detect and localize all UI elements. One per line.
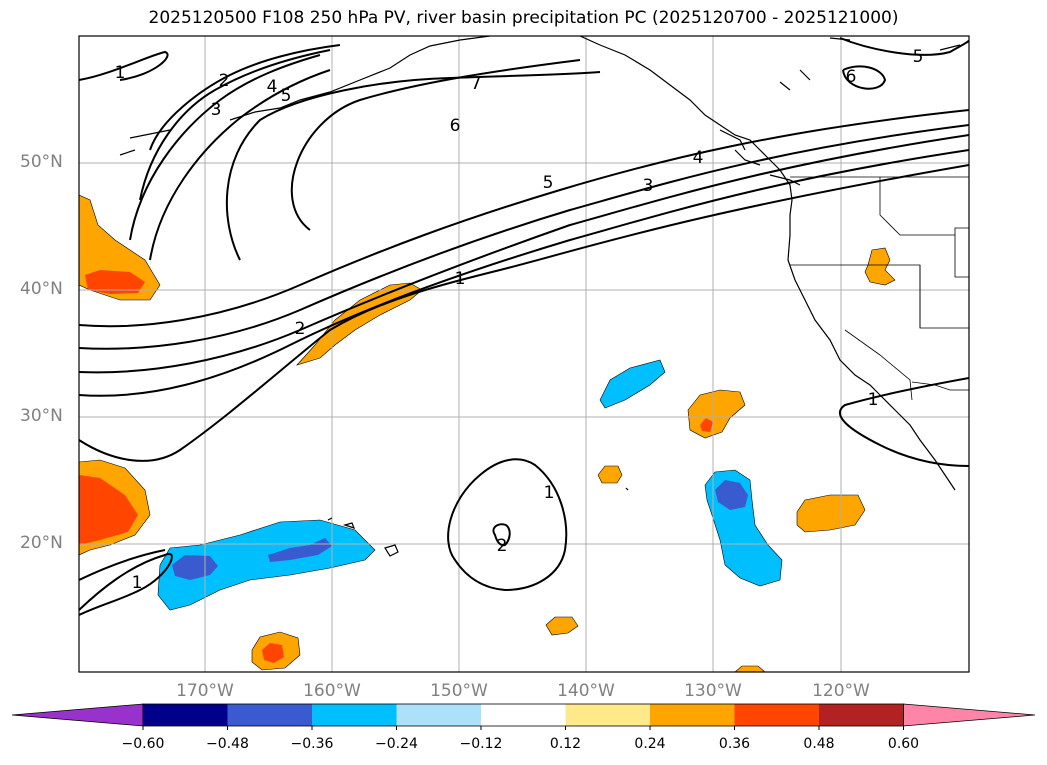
dark-blue-patch <box>715 480 748 510</box>
colorbar-segment <box>227 704 312 726</box>
colorbar-tick-label: 0.48 <box>803 736 835 752</box>
precip-shading <box>79 194 896 672</box>
lat-label: 40°N <box>20 279 63 299</box>
orange-patch <box>864 247 896 286</box>
lon-label: 150°W <box>430 681 488 701</box>
contour-label: 7 <box>471 74 482 94</box>
colorbar-tick-label: 0.12 <box>549 736 582 752</box>
coastlines <box>119 36 961 557</box>
contour-label: 5 <box>913 47 924 67</box>
lon-label: 120°W <box>812 681 870 701</box>
contour-label: 1 <box>868 390 879 410</box>
colorbar-tick-label: −0.48 <box>206 736 249 752</box>
colorbar-segment <box>734 704 819 726</box>
colorbar-segment <box>819 704 904 726</box>
orange-patch <box>734 665 766 672</box>
colorbar-segment <box>312 704 397 726</box>
contour-label: 1 <box>115 63 126 83</box>
contour-label: 2 <box>219 71 230 91</box>
map-title: 2025120500 F108 250 hPa PV, river basin … <box>148 8 899 28</box>
colorbar-tick-label: 0.24 <box>634 736 666 752</box>
red-patch <box>85 270 145 294</box>
contour-label: 6 <box>450 116 461 136</box>
colorbar-tick-label: −0.12 <box>459 736 503 752</box>
colorbar-tick-label: 0.36 <box>718 736 751 752</box>
colorbar-segment <box>481 704 566 726</box>
colorbar-outline <box>142 703 904 727</box>
contour-label: 5 <box>543 173 554 193</box>
red-patch <box>262 643 284 663</box>
contour-label: 5 <box>281 86 292 106</box>
contour-label: 1 <box>455 269 466 289</box>
orange-patch <box>597 465 623 484</box>
lat-label: 20°N <box>20 533 63 553</box>
contour-label: 3 <box>211 100 222 120</box>
contour-label: 2 <box>497 536 508 556</box>
colorbar <box>11 703 1036 730</box>
contour-label: 4 <box>693 148 704 168</box>
lat-label: 30°N <box>20 406 63 426</box>
contour-labels: 1 2 3 4 5 6 7 1 2 3 4 5 1 2 1 1 6 5 <box>115 47 924 593</box>
lon-label: 170°W <box>176 681 234 701</box>
dark-blue-patch <box>172 555 218 580</box>
colorbar-segment <box>143 704 228 726</box>
map-plot: 1 2 3 4 5 6 7 1 2 3 4 5 1 2 1 1 6 5 <box>78 35 970 673</box>
colorbar-extend-max <box>903 703 1036 727</box>
contour-label: 3 <box>643 176 654 196</box>
contour-label: 1 <box>544 483 555 503</box>
colorbar-tick-label: −0.36 <box>290 736 334 752</box>
contour-label: 6 <box>846 67 857 87</box>
lon-label: 140°W <box>557 681 615 701</box>
map-frame <box>78 35 970 673</box>
orange-patch <box>545 616 579 636</box>
lon-label: 160°W <box>303 681 361 701</box>
pv-contours <box>79 37 969 616</box>
contour-label: 4 <box>267 77 278 97</box>
colorbar-tick-label: −0.24 <box>375 736 418 752</box>
red-patch <box>79 475 138 545</box>
blue-patch <box>599 359 666 409</box>
colorbar-segment <box>565 704 650 726</box>
contour-label: 1 <box>132 573 143 593</box>
contour-label: 2 <box>295 319 306 339</box>
colorbar-segment <box>650 704 735 726</box>
lon-label: 130°W <box>684 681 742 701</box>
colorbar-tick-label: 0.60 <box>887 736 920 752</box>
lat-label: 50°N <box>20 152 63 172</box>
colorbar-tick-label: −0.60 <box>121 736 165 752</box>
orange-patch <box>796 494 866 533</box>
colorbar-extend-min <box>11 703 144 727</box>
colorbar-segment <box>396 704 481 726</box>
red-patch <box>700 418 713 432</box>
